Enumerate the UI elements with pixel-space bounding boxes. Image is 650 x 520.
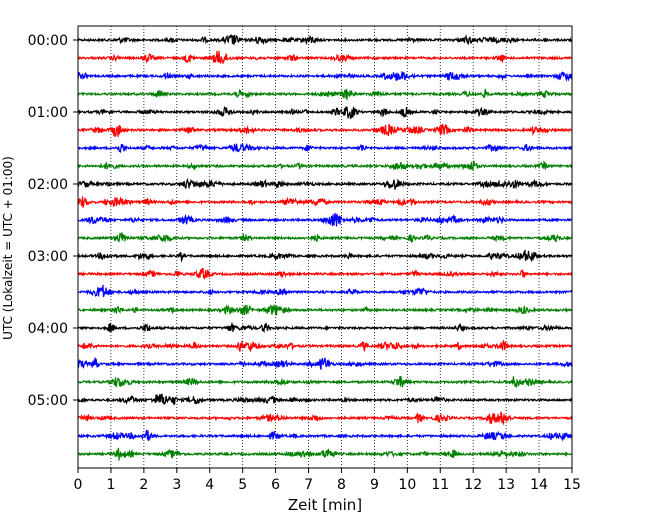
- x-tick-label-1: 1: [106, 477, 115, 493]
- seismic-trace-10: [77, 212, 573, 227]
- y-tick-label-5: 05:00: [28, 393, 68, 409]
- seismic-trace-20: [77, 393, 573, 405]
- x-tick-label-8: 8: [337, 477, 346, 493]
- seismic-trace-21: [77, 411, 573, 425]
- seismic-trace-18: [77, 357, 573, 370]
- y-tick-label-1: 01:00: [28, 105, 68, 121]
- x-axis: 0 1 2 3 4 5 6 7 8 9 10 11 12 13 14 15: [74, 468, 581, 493]
- y-tick-label-4: 04:00: [28, 321, 68, 337]
- seismic-trace-2: [77, 71, 573, 82]
- seismic-trace-8: [77, 177, 573, 190]
- y-tick-label-0: 00:00: [28, 33, 68, 49]
- seismic-trace-4: [77, 106, 573, 120]
- y-tick-label-2: 02:00: [28, 177, 68, 193]
- x-tick-label-10: 10: [398, 477, 416, 493]
- y-axis: 00:00 01:00 02:00 03:00 04:00 05:00: [28, 33, 78, 409]
- x-tick-label-2: 2: [139, 477, 148, 493]
- seismic-trace-5: [77, 123, 573, 138]
- seismic-trace-9: [77, 196, 573, 208]
- y-axis-label: UTC (Lokalzeit = UTC + 01:00): [1, 156, 15, 340]
- seismic-trace-23: [77, 447, 573, 461]
- seismic-trace-13: [77, 267, 573, 280]
- seismic-trace-17: [77, 339, 573, 353]
- seismic-trace-14: [77, 284, 573, 297]
- x-tick-label-7: 7: [304, 477, 313, 493]
- x-tick-label-4: 4: [205, 477, 214, 493]
- x-tick-label-14: 14: [530, 477, 548, 493]
- seismic-trace-0: [77, 34, 573, 46]
- x-tick-label-9: 9: [370, 477, 379, 493]
- x-tick-label-5: 5: [238, 477, 247, 493]
- seismic-trace-1: [77, 50, 573, 65]
- x-axis-label: Zeit [min]: [288, 496, 362, 514]
- seismic-trace-15: [77, 303, 573, 316]
- seismic-trace-7: [77, 160, 573, 172]
- x-tick-label-13: 13: [497, 477, 515, 493]
- x-tick-label-6: 6: [271, 477, 280, 493]
- x-tick-label-12: 12: [464, 477, 482, 493]
- x-tick-label-0: 0: [74, 477, 83, 493]
- seismic-trace-19: [77, 375, 573, 388]
- seismic-trace-3: [77, 88, 573, 100]
- seismic-trace-11: [77, 232, 573, 244]
- trace-group: [77, 34, 573, 461]
- seismic-trace-6: [77, 142, 573, 154]
- x-tick-label-3: 3: [172, 477, 181, 493]
- plot-frame: [77, 25, 573, 469]
- x-tick-label-15: 15: [563, 477, 581, 493]
- seismic-trace-12: [77, 249, 573, 263]
- seismic-trace-22: [78, 429, 573, 442]
- y-tick-label-3: 03:00: [28, 249, 68, 265]
- x-tick-label-11: 11: [431, 477, 449, 493]
- seismic-trace-16: [77, 321, 573, 334]
